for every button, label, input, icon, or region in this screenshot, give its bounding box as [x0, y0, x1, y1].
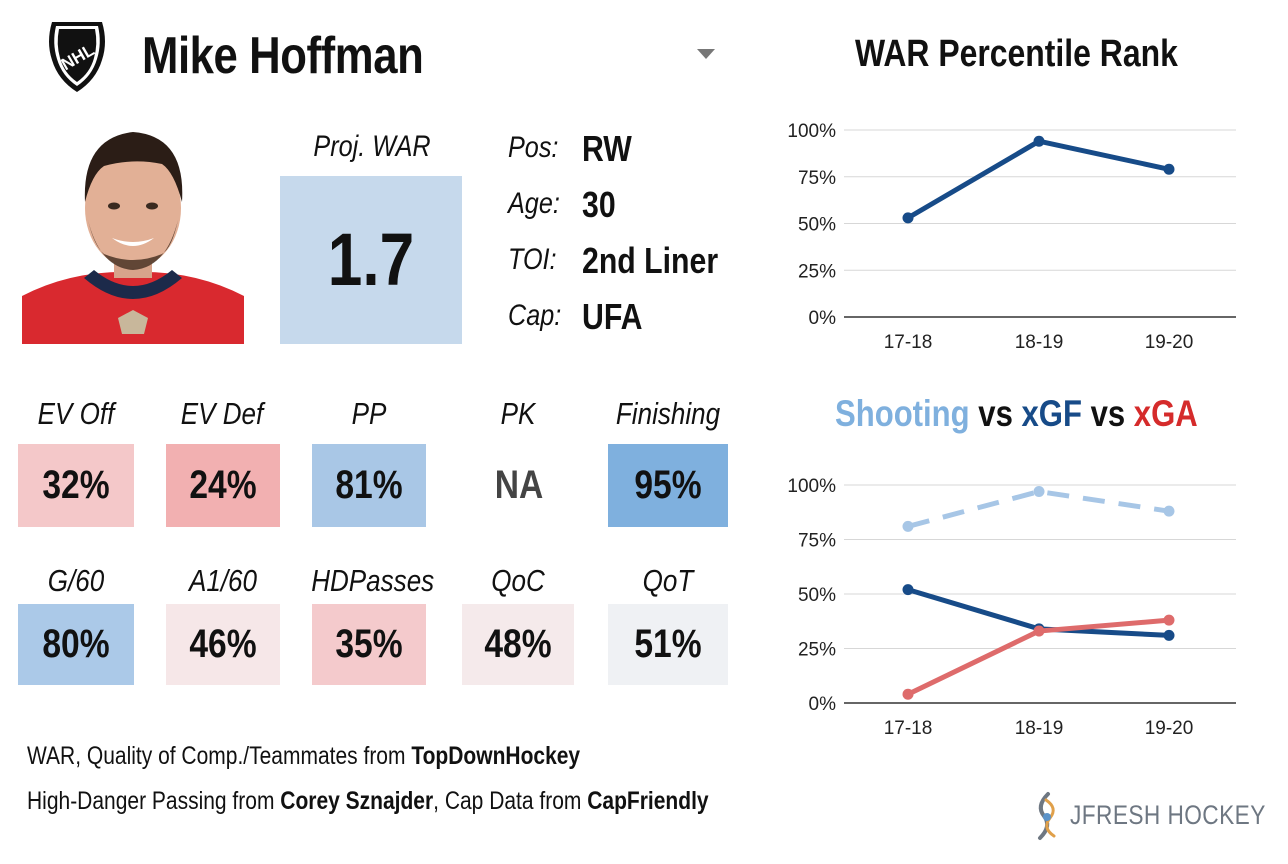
metric-value-pp: 81% — [335, 463, 403, 507]
shooting-chart-y-tick-label: 50% — [798, 585, 836, 606]
jfresh-logo-icon — [1030, 790, 1064, 842]
war-percentile-chart: 0% 25% 50% 75% 100% 17-18 18-19 19-20 — [760, 110, 1260, 370]
brand-text: JFRESH HOCKEY — [1070, 800, 1266, 830]
metric-label-qoc: QoC — [491, 563, 545, 598]
credit-line1-prefix: WAR, Quality of Comp./Teammates from — [27, 742, 412, 770]
proj-war-value: 1.7 — [327, 218, 415, 301]
metric-value-qot: 51% — [634, 622, 702, 666]
title-part-xga: xGA — [1133, 393, 1198, 434]
metric-box-qot — [608, 604, 728, 685]
shooting-chart-x-tick-label: 18-19 — [1015, 718, 1064, 739]
metric-value-hdpasses: 35% — [335, 622, 403, 666]
shooting-xgf-xga-chart: 0% 25% 50% 75% 100% 17-18 18-19 19-20 — [760, 465, 1260, 745]
metric-label-pk: PK — [500, 396, 536, 431]
war-chart-data-point — [1033, 135, 1045, 147]
shooting-chart-data-point — [1033, 486, 1045, 498]
metric-value-a160: 46% — [189, 622, 257, 666]
title-part-vs-2: vs — [1081, 393, 1134, 434]
metric-box-hdpasses — [312, 604, 426, 685]
metric-value-qoc: 48% — [484, 622, 552, 666]
war-chart-series-line-0 — [905, 138, 1172, 221]
credit-line2-mid: , Cap Data from — [433, 787, 588, 815]
toi-value: 2nd Liner — [582, 240, 719, 281]
credit-line2-prefix: High-Danger Passing from — [27, 787, 281, 815]
war-chart-data-point — [1163, 163, 1175, 175]
metric-value-g60: 80% — [42, 622, 110, 666]
war-chart-y-tick-label: 75% — [798, 168, 836, 189]
credit-line-1: WAR, Quality of Comp./Teammates from Top… — [27, 742, 580, 771]
metric-value-pk: NA — [494, 463, 544, 507]
war-chart-x-tick-label: 19-20 — [1145, 332, 1194, 353]
credit-source-capfriendly: CapFriendly — [587, 787, 709, 815]
war-chart-x-tick-label: 18-19 — [1015, 332, 1064, 353]
player-headshot — [22, 120, 244, 344]
shooting-chart-data-point — [1033, 625, 1045, 637]
war-chart-y-tick-label: 25% — [798, 261, 836, 282]
metric-label-qot: QoT — [642, 563, 694, 598]
war-chart-y-tick-label: 0% — [809, 308, 837, 329]
shooting-chart-series-line-shooting — [907, 489, 1170, 529]
war-chart-x-tick-label: 17-18 — [884, 332, 933, 353]
nhl-shield-icon: NHL — [44, 18, 110, 94]
shooting-chart-y-tick-label: 100% — [787, 476, 836, 497]
shooting-xgf-xga-chart-svg: 0% 25% 50% 75% 100% 17-18 18-19 19-20 — [787, 476, 1236, 739]
chevron-down-icon[interactable] — [697, 49, 715, 59]
shooting-chart-data-point — [902, 520, 914, 532]
credit-source-corey: Corey Sznajder — [280, 787, 434, 815]
cap-value: UFA — [582, 296, 643, 337]
shooting-chart-y-tick-label: 75% — [798, 531, 836, 552]
metric-box-pp — [312, 444, 426, 527]
title-part-vs-1: vs — [969, 393, 1022, 434]
age-label: Age: — [508, 187, 560, 220]
metric-box-ev-def — [166, 444, 280, 527]
title-part-xgf: xGF — [1021, 393, 1082, 434]
shooting-chart-data-point — [1163, 505, 1175, 517]
metric-label-a160: A1/60 — [188, 563, 258, 598]
war-chart-data-point — [902, 212, 914, 224]
shooting-chart-title: Shooting vs xGF vs xGA — [835, 393, 1198, 435]
shooting-chart-y-tick-label: 25% — [798, 640, 836, 661]
toi-label: TOI: — [508, 243, 557, 276]
pos-label: Pos: — [508, 131, 559, 164]
age-value: 30 — [582, 184, 616, 225]
metric-box-finishing — [608, 444, 728, 527]
shooting-chart-y-tick-label: 0% — [809, 694, 837, 715]
war-chart-title: WAR Percentile Rank — [855, 33, 1178, 75]
metric-label-ev-off: EV Off — [37, 396, 115, 431]
shooting-chart-data-point — [1163, 614, 1175, 626]
metric-value-ev-def: 24% — [189, 463, 257, 507]
player-name: Mike Hoffman — [142, 27, 424, 85]
metric-value-ev-off: 32% — [42, 463, 110, 507]
shooting-chart-x-tick-label: 19-20 — [1145, 718, 1194, 739]
shooting-chart-x-tick-label: 17-18 — [884, 718, 933, 739]
shooting-chart-data-point — [1163, 629, 1175, 641]
metric-label-ev-def: EV Def — [180, 396, 264, 431]
cap-label: Cap: — [508, 299, 562, 332]
metric-value-finishing: 95% — [634, 463, 702, 507]
shooting-chart-data-point — [902, 584, 914, 596]
war-chart-y-tick-label: 50% — [798, 215, 836, 236]
metric-label-hdpasses: HDPasses — [311, 563, 435, 598]
shooting-chart-data-point — [902, 688, 914, 700]
pos-value: RW — [582, 128, 632, 169]
metric-box-ev-off — [18, 444, 134, 527]
war-percentile-chart-svg: 0% 25% 50% 75% 100% 17-18 18-19 19-20 — [787, 121, 1236, 353]
metric-box-a160 — [166, 604, 280, 685]
proj-war-box — [280, 176, 462, 344]
metric-box-g60 — [18, 604, 134, 685]
metric-box-pk — [462, 444, 576, 527]
war-chart-y-tick-label: 100% — [787, 121, 836, 142]
credit-source-topdownhockey: TopDownHockey — [411, 742, 581, 770]
title-part-shooting: Shooting — [835, 393, 970, 434]
proj-war-label: Proj. WAR — [313, 130, 431, 163]
credit-line-2: High-Danger Passing from Corey Sznajder,… — [27, 787, 709, 816]
metric-box-qoc — [462, 604, 574, 685]
metric-label-g60: G/60 — [47, 563, 105, 598]
metric-label-finishing: Finishing — [615, 396, 721, 431]
metric-label-pp: PP — [351, 396, 387, 431]
